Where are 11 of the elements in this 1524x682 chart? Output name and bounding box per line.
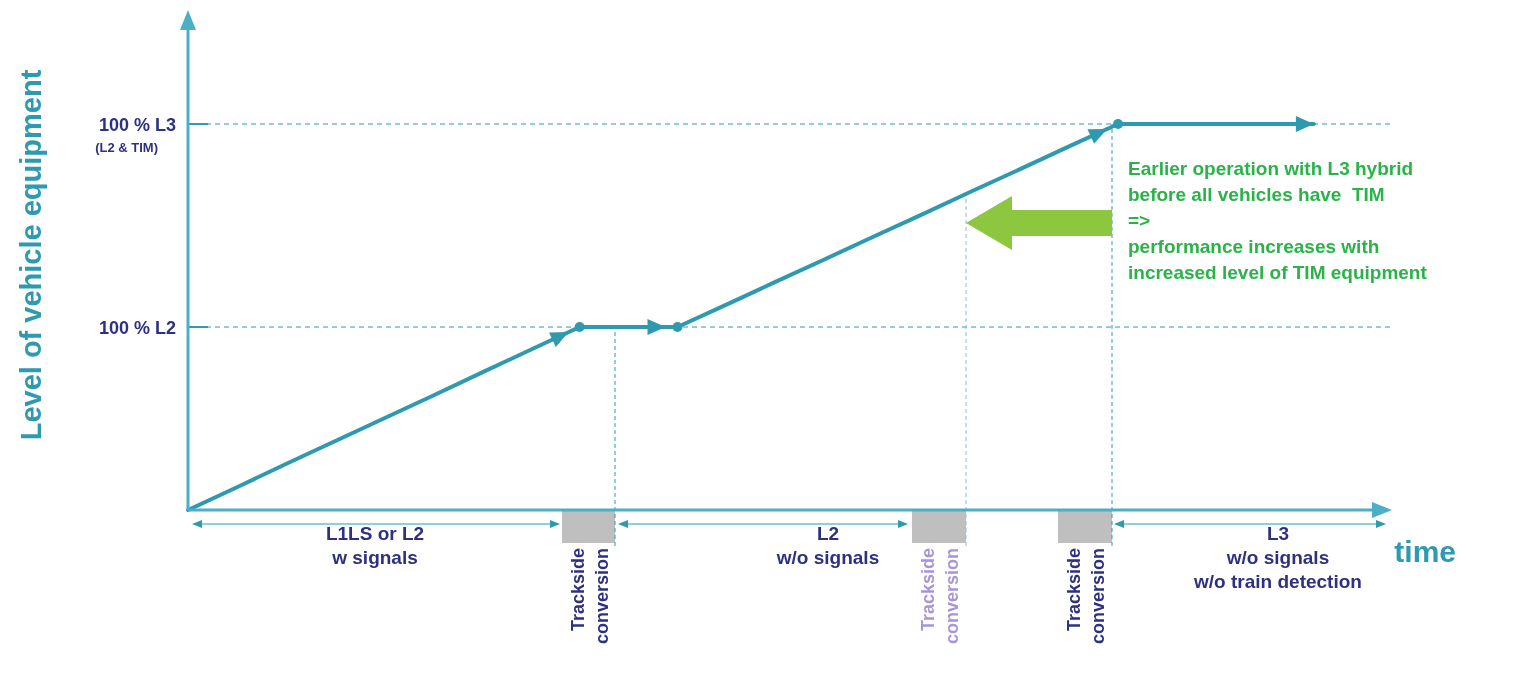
text: L2 w/o signals — [775, 523, 880, 568]
x-axis-title: time — [1394, 535, 1456, 568]
y-axis-title: Level of vehicle equipment — [15, 69, 47, 441]
text: Trackside conversion — [918, 548, 962, 645]
annotation: Earlier operation with L3 hybrid before all vehicles have TIM => performance increases with increased level of TIM equipment — [1128, 158, 1428, 283]
text: Trackside conversion — [567, 548, 612, 645]
ref-line-label: 100 % L3 (L2 & TIM) — [95, 115, 176, 155]
text: L1LS or L2 w signals — [325, 523, 425, 568]
text: Trackside conversion — [1064, 548, 1108, 645]
text: L3 w/o signals w/o train detection — [1193, 523, 1362, 592]
ref-line-label: 100 % L2 — [98, 318, 176, 339]
